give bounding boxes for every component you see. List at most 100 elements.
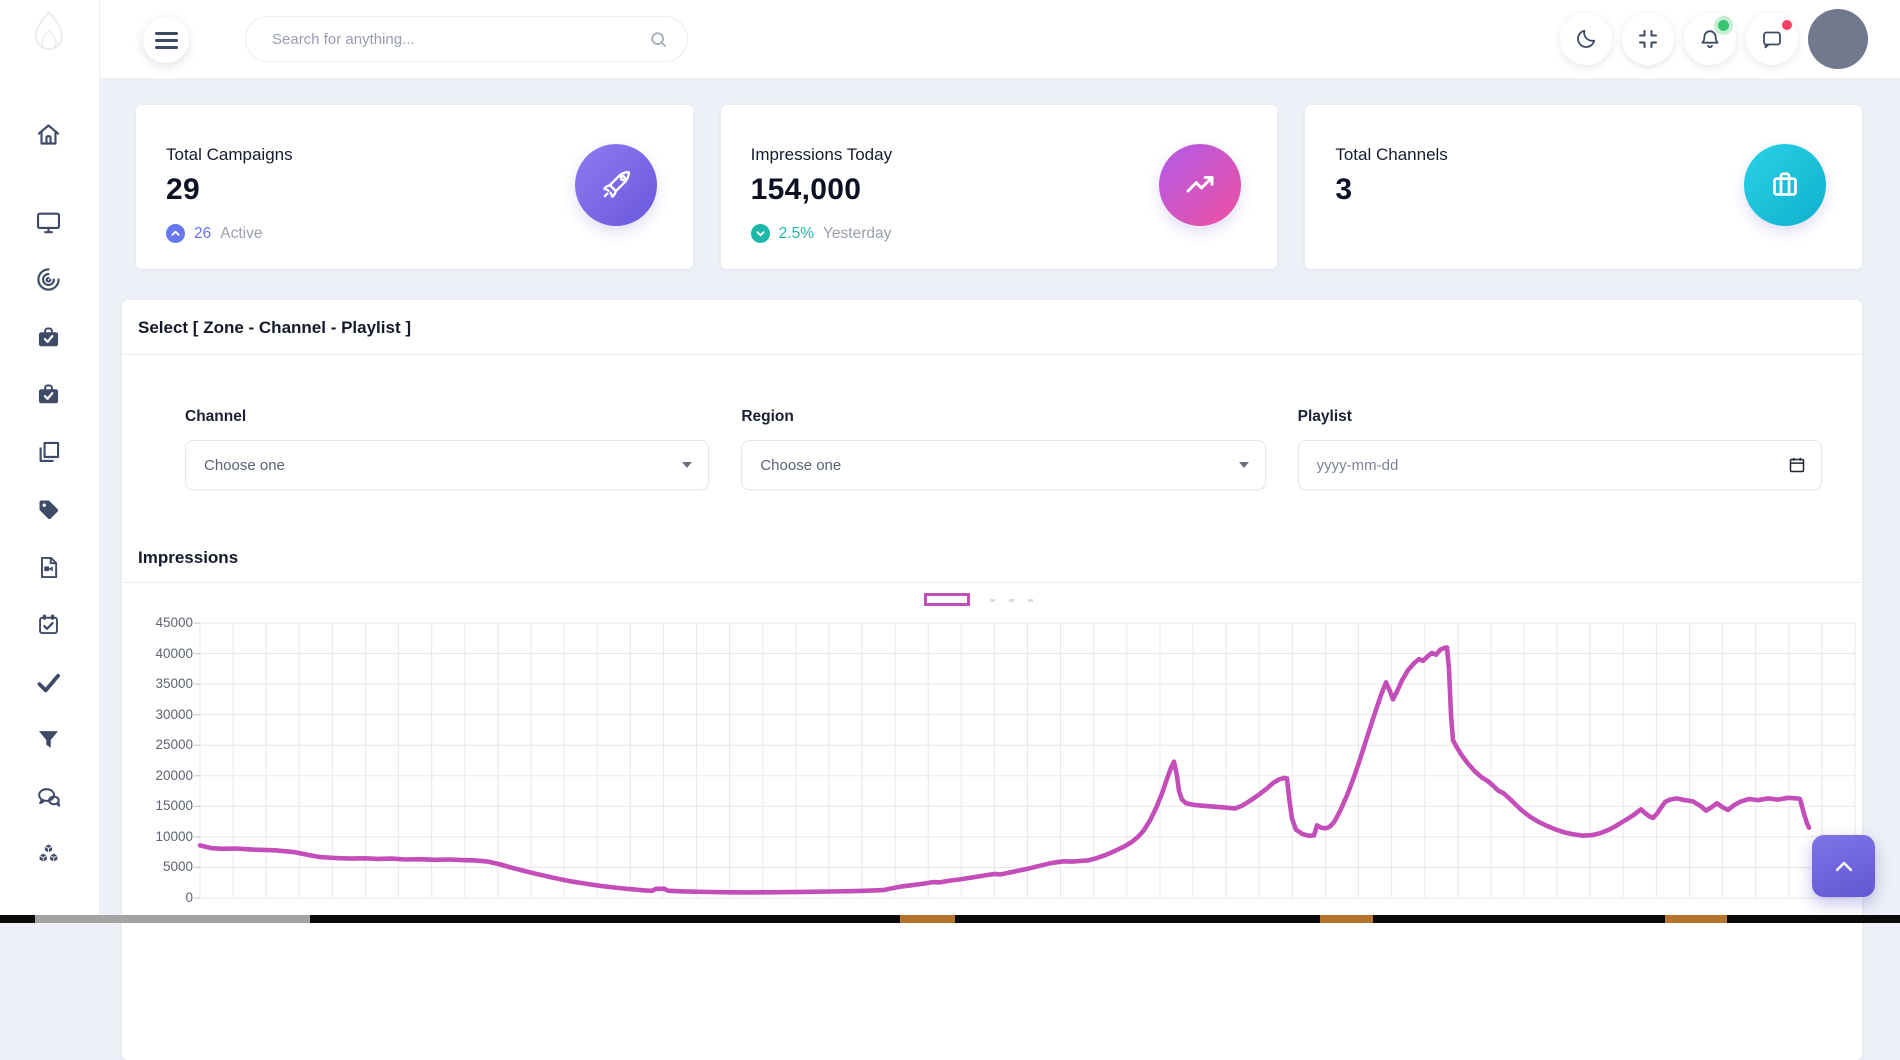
calendar-check-icon bbox=[35, 611, 62, 638]
region-select[interactable]: Choose one bbox=[741, 440, 1265, 490]
trend-up-icon bbox=[166, 224, 185, 243]
scrollbar-thumb[interactable] bbox=[35, 915, 310, 923]
stat-card-total-campaigns: Total Campaigns 29 26 Active bbox=[136, 105, 693, 269]
field-playlist: Playlist yyyy-mm-dd bbox=[1298, 408, 1822, 490]
legend-faded-label bbox=[990, 599, 1033, 602]
y-axis-tick-label: 5000 bbox=[163, 859, 193, 874]
field-channel: Channel Choose one bbox=[185, 408, 709, 490]
spiral-icon bbox=[35, 266, 62, 293]
sidebar-item-display[interactable] bbox=[28, 202, 68, 242]
search-icon[interactable] bbox=[648, 29, 669, 50]
trending-up-icon bbox=[1159, 144, 1241, 226]
sidebar-item-home[interactable] bbox=[28, 114, 68, 154]
moon-icon bbox=[1574, 27, 1598, 51]
filter-form: Channel Choose one Region Choose one Pla… bbox=[122, 355, 1862, 490]
message-badge bbox=[1782, 20, 1792, 30]
menu-toggle-button[interactable] bbox=[143, 17, 189, 63]
chevron-down-icon bbox=[1239, 462, 1249, 468]
legend-swatch[interactable] bbox=[924, 593, 970, 606]
zone-channel-playlist-panel: Select [ Zone - Channel - Playlist ] Cha… bbox=[122, 300, 1862, 1060]
y-axis-tick-label: 40000 bbox=[155, 646, 193, 661]
y-axis-tick-label: 25000 bbox=[155, 737, 193, 752]
sidebar-item-media[interactable] bbox=[28, 547, 68, 587]
sidebar-item-tags[interactable] bbox=[28, 489, 68, 529]
scrollbar-highlight-mark bbox=[1320, 915, 1373, 923]
trend-down-icon bbox=[751, 224, 770, 243]
field-label: Playlist bbox=[1298, 408, 1822, 426]
cubes-icon bbox=[35, 841, 62, 868]
sidebar-item-modules[interactable] bbox=[28, 834, 68, 874]
search-input[interactable] bbox=[272, 31, 648, 48]
y-axis-tick-label: 35000 bbox=[155, 676, 193, 691]
y-axis-tick-label: 45000 bbox=[155, 615, 193, 630]
sidebar-item-campaigns[interactable] bbox=[28, 317, 68, 357]
playlist-date-input[interactable]: yyyy-mm-dd bbox=[1298, 440, 1822, 490]
copy-icon bbox=[35, 439, 62, 466]
y-axis-tick-label: 20000 bbox=[155, 768, 193, 783]
app-logo bbox=[26, 8, 72, 70]
chat-bubbles-icon bbox=[35, 784, 62, 811]
scrollbar-highlight-mark bbox=[900, 915, 955, 923]
field-label: Channel bbox=[185, 408, 709, 426]
impressions-line-chart-svg bbox=[200, 623, 1855, 898]
sidebar-item-messages[interactable] bbox=[28, 777, 68, 817]
calendar-icon[interactable] bbox=[1789, 457, 1805, 474]
briefcase-icon bbox=[1744, 144, 1826, 226]
y-axis-tick-label: 15000 bbox=[155, 798, 193, 813]
rocket-icon bbox=[575, 144, 657, 226]
chart-plot-area bbox=[200, 623, 1855, 898]
chevron-up-icon bbox=[1833, 859, 1855, 873]
field-region: Region Choose one bbox=[741, 408, 1265, 490]
sidebar-item-schedule[interactable] bbox=[28, 604, 68, 644]
filter-icon bbox=[35, 726, 62, 753]
scroll-to-top-button[interactable] bbox=[1812, 835, 1875, 897]
sidebar-item-campaigns-alt[interactable] bbox=[28, 374, 68, 414]
briefcase-check-icon bbox=[35, 324, 62, 351]
compress-icon bbox=[1636, 27, 1660, 51]
notifications-button[interactable] bbox=[1684, 13, 1736, 65]
sidebar-item-filters[interactable] bbox=[28, 719, 68, 759]
trend-value: 26 bbox=[194, 225, 211, 243]
user-avatar[interactable] bbox=[1808, 9, 1868, 69]
field-label: Region bbox=[741, 408, 1265, 426]
date-placeholder: yyyy-mm-dd bbox=[1317, 457, 1399, 474]
home-icon bbox=[35, 121, 62, 148]
y-axis-tick-label: 10000 bbox=[155, 829, 193, 844]
chevron-down-icon bbox=[682, 462, 692, 468]
trend-text: Yesterday bbox=[823, 225, 891, 243]
check-icon bbox=[35, 669, 62, 696]
bell-icon bbox=[1698, 27, 1722, 51]
panel-title: Select [ Zone - Channel - Playlist ] bbox=[138, 318, 1846, 338]
dark-mode-button[interactable] bbox=[1560, 13, 1612, 65]
stat-card-impressions-today: Impressions Today 154,000 2.5% Yesterday bbox=[721, 105, 1278, 269]
channel-select[interactable]: Choose one bbox=[185, 440, 709, 490]
sidebar-item-approvals[interactable] bbox=[28, 662, 68, 702]
sidebar-item-copy[interactable] bbox=[28, 432, 68, 472]
y-axis-tick-label: 30000 bbox=[155, 707, 193, 722]
y-axis-tick-label: 0 bbox=[185, 890, 193, 905]
main-content: Total Campaigns 29 26 Active Im bbox=[100, 78, 1900, 923]
fullscreen-button[interactable] bbox=[1622, 13, 1674, 65]
stat-cards-row: Total Campaigns 29 26 Active Im bbox=[100, 78, 1900, 269]
trend-text: Active bbox=[220, 225, 262, 243]
select-value: Choose one bbox=[760, 457, 841, 474]
scrollbar-highlight-mark bbox=[1665, 915, 1727, 923]
tag-icon bbox=[35, 496, 62, 523]
briefcase-check-icon bbox=[35, 381, 62, 408]
sidebar-item-spiral[interactable] bbox=[28, 259, 68, 299]
chart-title: Impressions bbox=[138, 548, 1846, 568]
search-bar bbox=[245, 16, 688, 62]
select-value: Choose one bbox=[204, 457, 285, 474]
hamburger-icon bbox=[155, 32, 178, 35]
display-icon bbox=[35, 209, 62, 236]
top-navbar bbox=[100, 0, 1900, 78]
chat-square-icon bbox=[1760, 27, 1784, 51]
stat-card-total-channels: Total Channels 3 bbox=[1305, 105, 1862, 269]
messages-button[interactable] bbox=[1746, 13, 1798, 65]
video-file-icon bbox=[35, 554, 62, 581]
sidebar bbox=[0, 0, 100, 923]
horizontal-scrollbar[interactable] bbox=[0, 915, 1900, 923]
trend-value: 2.5% bbox=[779, 225, 814, 243]
